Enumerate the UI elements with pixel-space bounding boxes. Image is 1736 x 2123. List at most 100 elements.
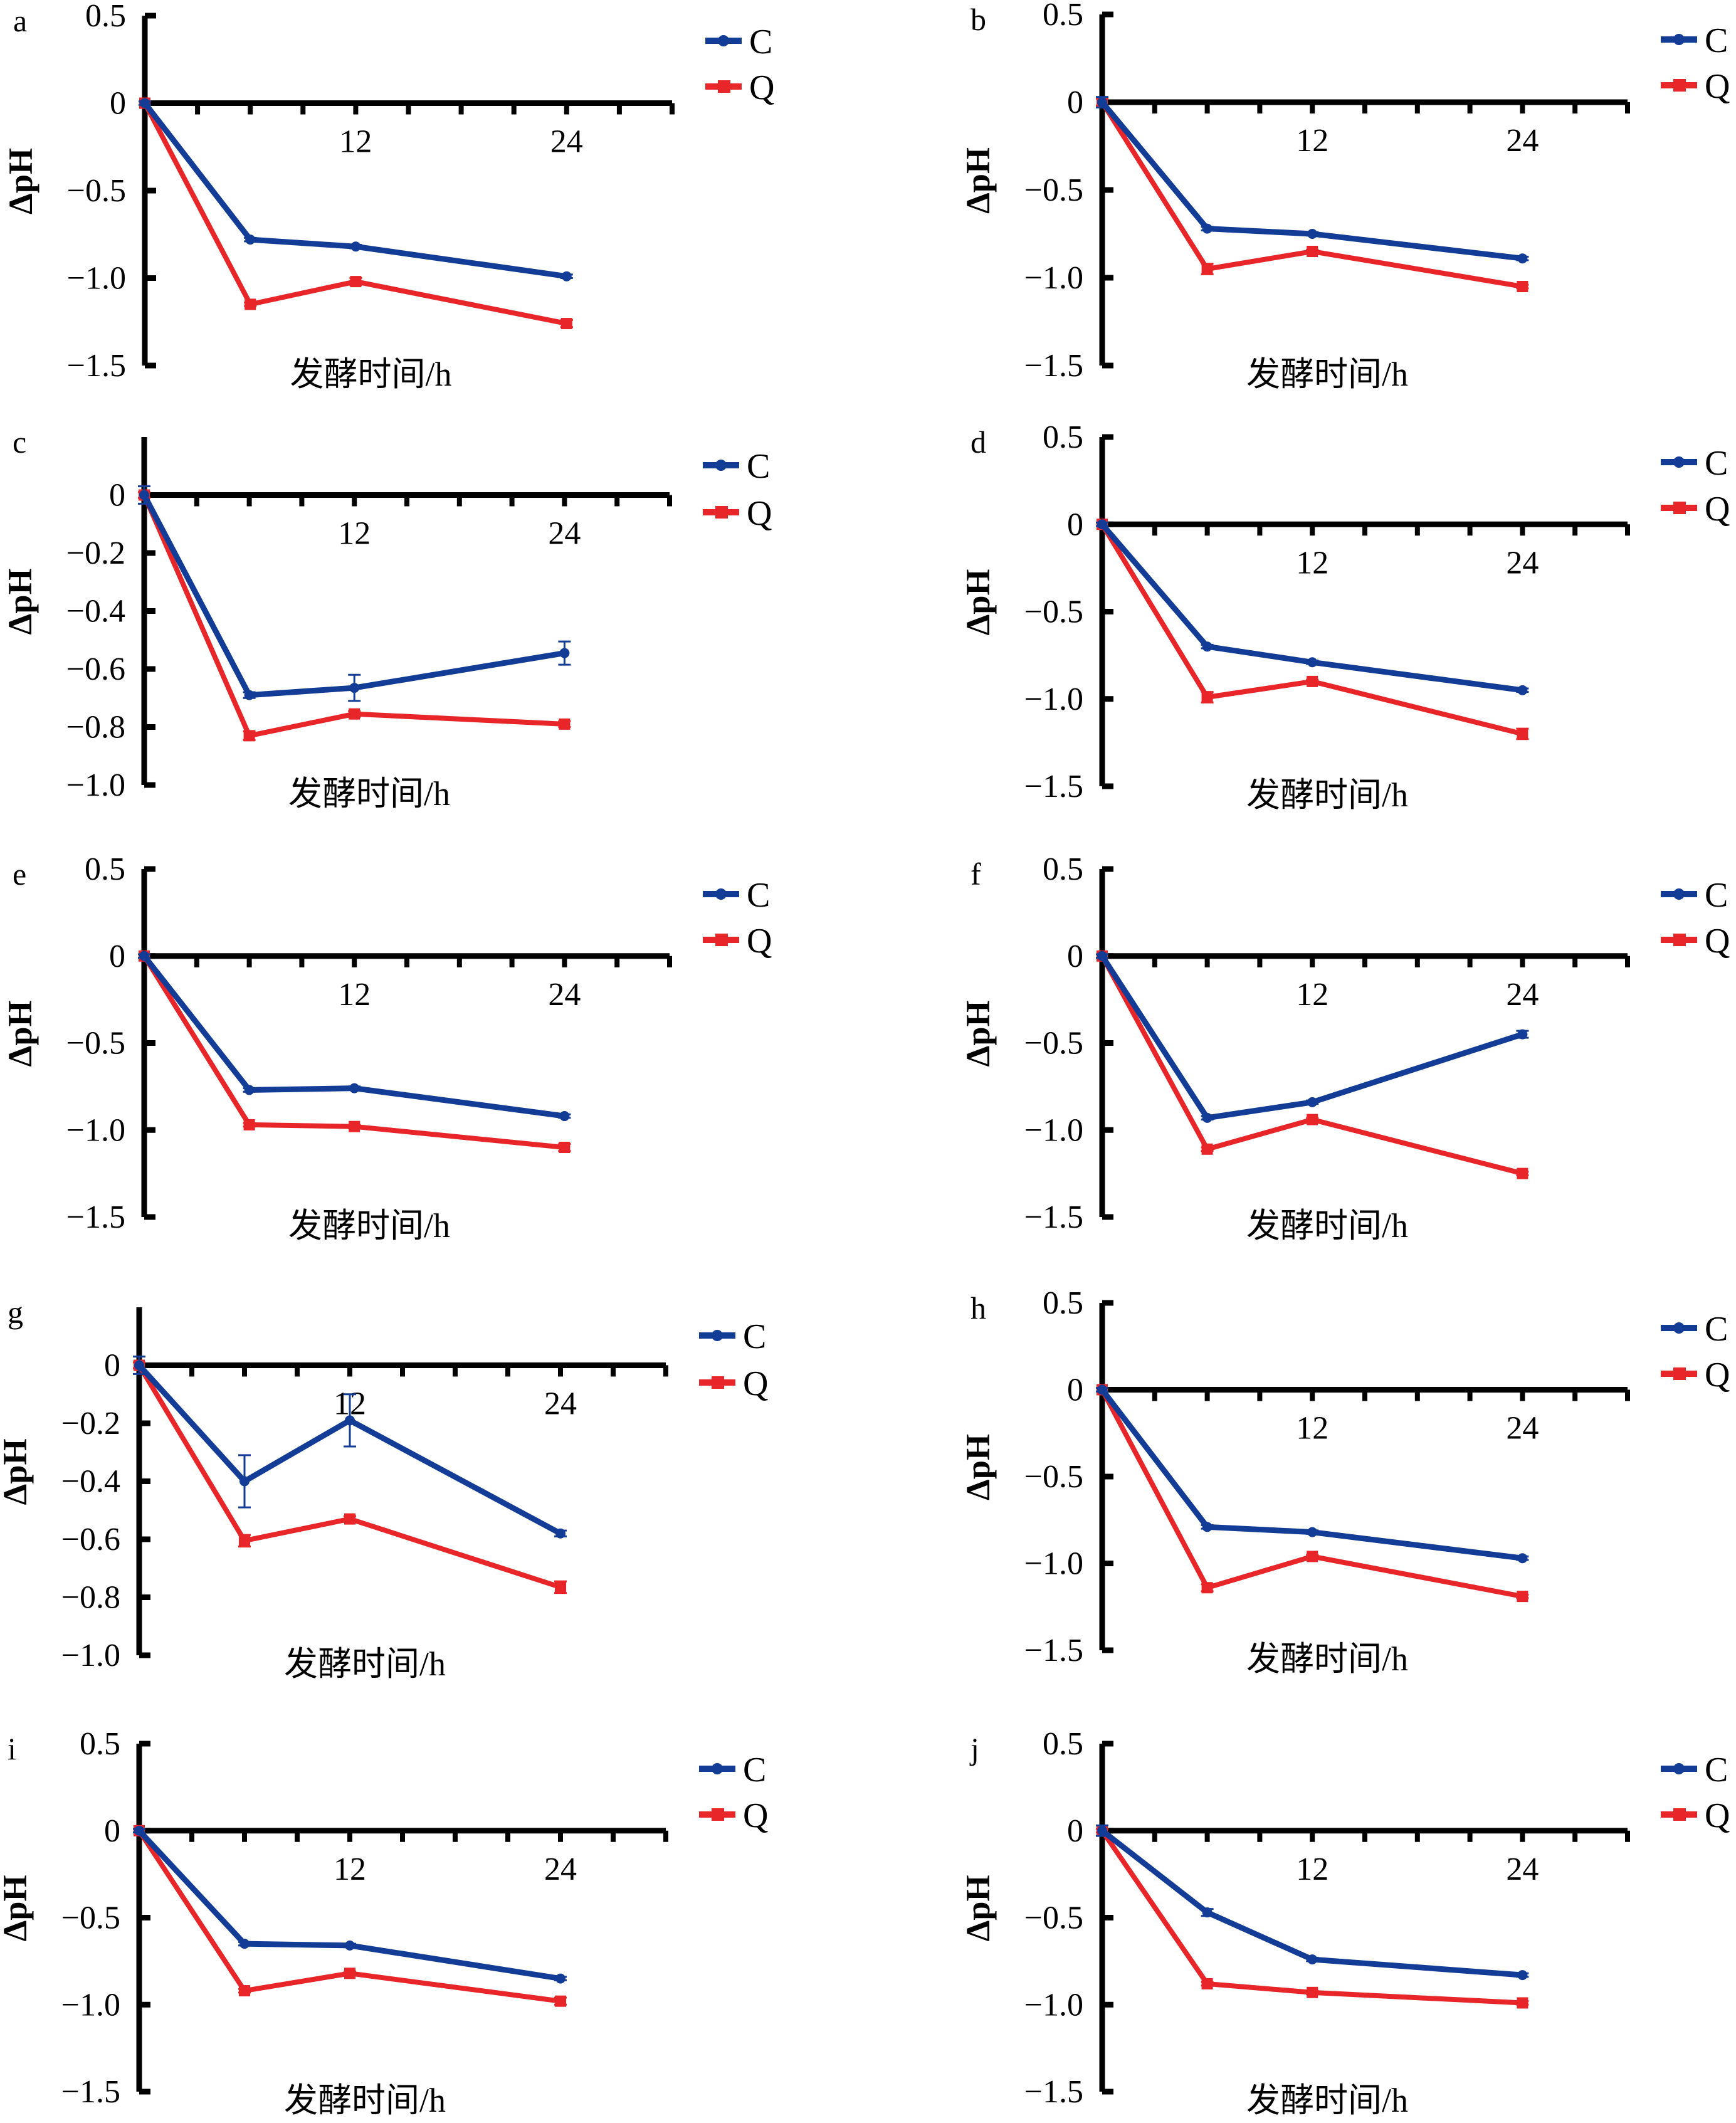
series-line-C <box>1100 522 1523 693</box>
data-point-Q <box>1517 1167 1528 1179</box>
panel-j: j 0.5 0 −0.5 −1.0 −1.5 12 24 ΔpH 发酵时间/h CQ <box>959 1726 1730 2119</box>
data-point-Q <box>344 1513 355 1525</box>
y-tick-label: −1.5 <box>1024 769 1083 804</box>
y-tick-label: −0.5 <box>1024 1459 1083 1495</box>
y-tick-label: −1.5 <box>1024 2074 1083 2110</box>
series-line-C <box>137 1363 562 1536</box>
data-point-C <box>559 1111 570 1122</box>
data-point-C <box>1517 685 1528 695</box>
data-point-C <box>1307 1954 1318 1965</box>
x-tick-label: 24 <box>544 1386 577 1422</box>
y-tick-label: −0.2 <box>61 1406 120 1441</box>
legend-label-C: C <box>747 876 770 915</box>
x-tick-label: 24 <box>550 124 583 160</box>
y-tick-label: 0.5 <box>85 0 126 34</box>
legend: CQ <box>1661 21 1730 106</box>
series-C <box>1096 1384 1529 1564</box>
data-point-Q <box>1201 1582 1213 1594</box>
y-tick-label: −0.4 <box>61 1464 120 1500</box>
legend-item-Q: Q <box>1661 922 1730 961</box>
legend-item-Q: Q <box>703 494 772 533</box>
y-tick-label: 0 <box>1067 1813 1083 1849</box>
data-point-Q <box>349 708 360 720</box>
legend: CQ <box>699 1751 768 1835</box>
y-tick-label: 0.5 <box>80 1726 120 1762</box>
legend-marker-C <box>1673 888 1685 900</box>
x-axis-title: 发酵时间/h <box>284 2082 446 2119</box>
x-tick-label: 24 <box>1506 1411 1539 1446</box>
panel-c: c 0 −0.2 −0.4 −0.6 −0.8 −1.0 12 24 ΔpH 发酵时间/h CQ <box>1 424 772 813</box>
x-tick-label: 12 <box>338 516 371 552</box>
data-point-Q <box>1517 728 1528 740</box>
y-tick-label: −0.4 <box>66 594 125 630</box>
data-point-C <box>349 683 360 693</box>
panel-letter: c <box>13 424 26 460</box>
data-point-C <box>134 1360 144 1371</box>
data-point-Q <box>1517 1997 1528 2009</box>
series-C <box>133 1825 567 1984</box>
series-C <box>1096 951 1529 1123</box>
x-tick-label: 24 <box>1506 123 1539 159</box>
legend-item-Q: Q <box>705 68 774 107</box>
y-tick-label: −0.8 <box>66 710 125 745</box>
data-point-Q <box>1201 1143 1213 1155</box>
data-point-Q <box>239 1985 250 1997</box>
y-tick-label: 0 <box>1067 1372 1083 1408</box>
x-axis-title: 发酵时间/h <box>288 775 450 813</box>
data-point-C <box>1097 519 1107 530</box>
data-point-C <box>1097 951 1107 961</box>
data-point-C <box>1517 253 1528 264</box>
legend: CQ <box>699 1317 768 1403</box>
x-axis-title: 发酵时间/h <box>290 356 451 393</box>
data-point-C <box>244 690 255 700</box>
legend-marker-C <box>1673 1322 1685 1334</box>
series-line-Q <box>1100 1388 1523 1599</box>
legend-label-Q: Q <box>1705 922 1730 961</box>
legend-label-C: C <box>749 23 772 61</box>
panel-letter: f <box>971 856 981 892</box>
data-point-C <box>1097 1825 1107 1836</box>
series-line-Q <box>1100 954 1523 1176</box>
legend-marker-C <box>1673 1763 1685 1774</box>
legend: CQ <box>703 876 772 961</box>
panel-letter: d <box>971 424 986 460</box>
series-line-Q <box>1100 100 1523 289</box>
legend-marker-C <box>712 1330 723 1341</box>
x-axis-title: 发酵时间/h <box>1246 1640 1408 1678</box>
data-point-C <box>1202 641 1213 652</box>
y-tick-label: −1.0 <box>1024 260 1083 296</box>
data-point-Q <box>1201 1978 1213 1989</box>
panel-letter: j <box>969 1731 979 1766</box>
series-line-C <box>142 101 567 280</box>
legend-label-C: C <box>743 1317 766 1356</box>
series-line-C <box>1100 1388 1523 1561</box>
x-tick-label: 12 <box>1296 545 1328 581</box>
data-point-C <box>244 1085 255 1095</box>
data-point-C <box>1307 1527 1318 1537</box>
y-axis-title: ΔpH <box>959 1001 997 1067</box>
series-C <box>138 951 571 1122</box>
legend: CQ <box>1661 1751 1730 1835</box>
data-point-C <box>1202 223 1213 234</box>
y-tick-label: −0.6 <box>66 651 125 687</box>
data-point-Q <box>243 1119 255 1130</box>
legend-marker-C <box>1673 456 1685 468</box>
x-tick-label: 24 <box>544 1852 577 1887</box>
legend-label-Q: Q <box>743 1364 768 1403</box>
panel-a: a 0.5 0 −0.5 −1.0 −1.5 12 24 ΔpH 发酵时间/h CQ <box>2 0 774 393</box>
x-tick-label: 12 <box>1296 123 1328 159</box>
x-tick-label: 12 <box>1296 1411 1328 1446</box>
series-line-C <box>142 493 566 698</box>
legend-marker-C <box>715 460 727 471</box>
legend-marker-Q <box>718 80 730 93</box>
series-line-C <box>1100 954 1523 1121</box>
data-point-Q <box>555 1581 566 1593</box>
legend-item-C: C <box>705 23 772 61</box>
legend-marker-Q <box>1673 934 1686 946</box>
data-point-C <box>1202 1522 1213 1532</box>
legend-item-C: C <box>1661 1751 1728 1789</box>
legend-marker-Q <box>712 1376 724 1389</box>
y-tick-label: −0.8 <box>61 1580 120 1616</box>
series-C <box>138 485 571 702</box>
legend-item-C: C <box>1661 876 1728 915</box>
